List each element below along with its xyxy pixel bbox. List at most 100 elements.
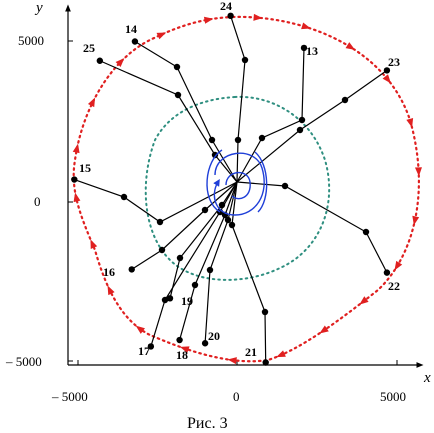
y-tick-label: 5000: [18, 33, 44, 48]
trajectory-arrow: [412, 215, 420, 226]
trajectory-arrow: [394, 260, 403, 271]
link-node-dot: [174, 91, 182, 99]
trajectory-arrow: [203, 16, 214, 24]
trajectory-arrow: [253, 13, 263, 21]
node-labels: 13 14 15 16 17 18 19 20 21 22 23 24 25: [79, 0, 400, 362]
node-label-15: 15: [79, 161, 91, 175]
trajectory-arrow: [276, 350, 286, 358]
y-tick-label: 0: [34, 194, 41, 209]
link-node-dot: [341, 96, 349, 104]
link-line: [231, 181, 267, 363]
link-node-dot: [241, 56, 249, 64]
node-label-17: 17: [138, 344, 150, 358]
node-label-23: 23: [388, 55, 400, 69]
link-node-dot: [234, 136, 242, 144]
central-vortex: [206, 149, 268, 216]
trajectory-arrow: [73, 192, 81, 203]
link-node-dot: [262, 359, 269, 366]
link-node-dot: [296, 126, 304, 134]
link-node-dot: [131, 38, 139, 45]
node-label-20: 20: [208, 329, 220, 343]
trajectory-arrow: [107, 285, 115, 296]
link-node-dot: [298, 116, 306, 124]
trajectory-arrow: [345, 42, 356, 50]
trajectory-arrow: [301, 22, 311, 30]
x-axis-name: x: [423, 370, 431, 386]
y-axis-name: y: [34, 0, 43, 16]
link-line: [99, 60, 238, 183]
link-dots: [71, 12, 391, 366]
node-label-21: 21: [245, 345, 257, 359]
link-line: [204, 181, 238, 344]
link-node-dot: [228, 221, 236, 229]
x-tick-label: – 5000: [51, 389, 88, 404]
link-node-dot: [71, 176, 78, 183]
link-node-dot: [281, 182, 289, 190]
x-tick-label: 5000: [380, 389, 406, 404]
link-node-dot: [218, 201, 226, 209]
link-node-dot: [258, 134, 266, 142]
link-line: [230, 15, 246, 183]
node-label-14: 14: [125, 22, 137, 36]
figure-caption: Рис. 3: [187, 415, 228, 432]
link-line: [236, 181, 388, 273]
link-node-dot: [227, 12, 234, 20]
link-node-dot: [176, 254, 184, 262]
link-node-dot: [147, 343, 155, 350]
trajectory-arrow: [319, 325, 329, 334]
link-line: [169, 181, 238, 299]
link-node-dot: [128, 266, 135, 273]
link-node-dot: [173, 63, 181, 71]
axes: x y – 5000 0 5000 5000 0 – 5000: [5, 0, 431, 404]
link-line: [134, 40, 238, 183]
node-label-13: 13: [306, 44, 318, 58]
outer-trajectory: [72, 15, 420, 363]
link-line: [131, 181, 238, 270]
vortex-arc-inner: [225, 171, 251, 200]
trajectory-arrow: [406, 118, 414, 128]
link-node-dot: [191, 281, 199, 289]
link-line: [236, 47, 305, 183]
trajectory-arrow: [414, 167, 422, 177]
link-node-dot: [156, 218, 164, 226]
link-node-dot: [96, 57, 104, 64]
node-label-18: 18: [176, 348, 188, 362]
link-node-dot: [362, 228, 370, 236]
trajectory-arrow: [179, 346, 190, 354]
trajectory-arrow: [359, 296, 369, 305]
link-node-dot: [201, 340, 209, 347]
vortex-arc-outer: [213, 152, 265, 216]
trajectory-arrow: [156, 32, 167, 40]
link-node-dot: [201, 206, 209, 214]
trajectory-arrows: [72, 13, 422, 365]
link-node-dot: [206, 266, 214, 274]
link-node-dot: [211, 151, 219, 159]
link-node-dot: [261, 308, 269, 316]
trajectory-arrow: [87, 97, 96, 108]
link-node-dot: [224, 216, 232, 224]
link-node-dot: [161, 296, 169, 304]
link-node-dot: [208, 136, 216, 144]
link-line: [150, 181, 238, 347]
node-label-19: 19: [181, 294, 193, 308]
link-network: [74, 15, 388, 363]
link-node-dot: [120, 193, 128, 201]
link-node-dot: [158, 246, 166, 254]
link-node-dot: [383, 67, 391, 74]
trajectory-arrow: [382, 74, 391, 84]
x-tick-label: 0: [233, 389, 240, 404]
vortex-arc-right: [254, 151, 268, 213]
trajectory-arrow: [115, 58, 125, 67]
link-node-dot: [300, 44, 308, 52]
trajectory-arrow: [227, 357, 237, 365]
node-label-22: 22: [388, 279, 400, 293]
link-line: [236, 69, 388, 183]
link-node-dot: [166, 295, 174, 302]
node-label-25: 25: [83, 41, 95, 55]
link-node-dot: [383, 269, 391, 276]
link-line: [74, 178, 238, 223]
link-node-dot: [176, 336, 183, 344]
trajectory-arrow: [72, 143, 80, 154]
node-label-16: 16: [103, 265, 115, 279]
